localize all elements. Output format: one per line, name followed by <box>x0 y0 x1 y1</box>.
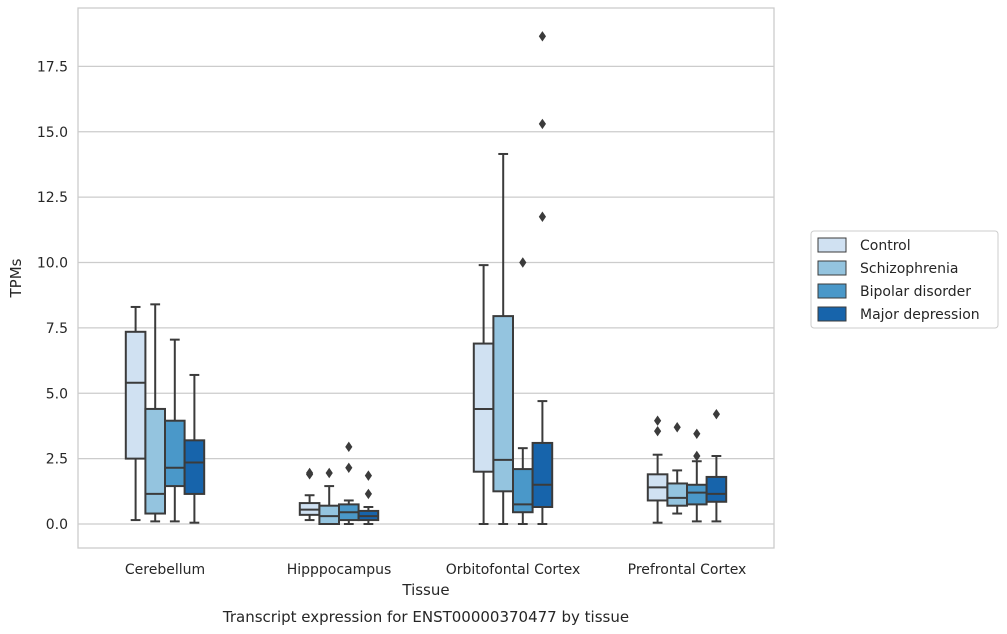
box-body <box>144 407 166 515</box>
box-schizophrenia <box>492 152 514 525</box>
box-body <box>705 475 728 503</box>
box-body <box>472 342 495 473</box>
legend-swatch <box>817 283 847 299</box>
outlier-point <box>538 31 546 42</box>
box-body <box>531 441 554 509</box>
box-body <box>666 482 689 507</box>
box-major-depression <box>183 373 206 524</box>
box-schizophrenia <box>318 467 340 526</box>
box-control <box>124 305 147 522</box>
box-body <box>164 419 186 488</box>
outlier-point <box>693 428 701 439</box>
box-major-depression <box>705 408 728 523</box>
chart-caption: Transcript expression for ENST0000037047… <box>222 608 629 626</box>
plot-area-frame <box>77 7 775 549</box>
y-tick-label: 15.0 <box>37 125 68 141</box>
y-tick-label: 2.5 <box>46 452 68 468</box>
box-bipolar-disorder <box>338 441 360 525</box>
legend-swatch <box>817 237 847 253</box>
legend-label: Bipolar disorder <box>860 284 971 300</box>
x-tick-label: Cerebellum <box>125 562 205 578</box>
box-body <box>686 483 708 506</box>
legend-label: Major depression <box>860 307 980 323</box>
box-major-depression <box>531 31 554 525</box>
outlier-point <box>519 257 527 268</box>
outlier-point <box>345 441 353 453</box>
outlier-point <box>345 462 353 473</box>
box-control <box>646 415 669 524</box>
box-body <box>512 468 534 514</box>
legend-swatch <box>817 260 847 276</box>
box-major-depression <box>357 470 380 525</box>
legend-swatch <box>817 306 847 322</box>
box-schizophrenia <box>666 422 689 515</box>
x-axis-ticks: Cerebellum Hipppocampus Orbitofontal Corte… <box>125 562 746 578</box>
box-series <box>124 31 728 526</box>
outlier-point <box>538 211 546 222</box>
box-bipolar-disorder <box>512 257 534 525</box>
legend-frame <box>810 230 999 329</box>
box-body <box>124 330 147 460</box>
outlier-point <box>693 450 701 462</box>
y-tick-label: 12.5 <box>37 190 68 206</box>
box-body <box>318 504 340 526</box>
y-axis-ticks: 0.0 2.5 5.0 7.5 10.0 12.5 15.0 17.5 <box>37 59 68 533</box>
y-axis-label: TPMs <box>7 258 25 298</box>
box-body <box>492 315 514 493</box>
y-tick-label: 7.5 <box>46 321 68 337</box>
legend: Control Schizophrenia Bipolar disorder Majo… <box>810 230 999 329</box>
box-schizophrenia <box>144 303 166 523</box>
outlier-point <box>654 425 662 437</box>
legend-label: Schizophrenia <box>860 261 958 277</box>
box-bipolar-disorder <box>164 338 186 523</box>
box-bipolar-disorder <box>686 428 708 523</box>
outlier-point <box>654 415 662 426</box>
y-tick-label: 0.0 <box>46 517 68 533</box>
x-tick-label: Prefrontal Cortex <box>628 562 747 578</box>
x-tick-label: Orbitofontal Cortex <box>446 562 581 578</box>
y-tick-label: 17.5 <box>37 59 68 75</box>
box-body <box>183 439 206 495</box>
outlier-point <box>364 488 372 500</box>
outlier-point <box>538 118 546 130</box>
x-axis-label: Tissue <box>401 581 449 599</box>
outlier-point <box>325 467 333 479</box>
outlier-point <box>712 408 720 420</box>
y-tick-label: 10.0 <box>37 256 68 272</box>
outlier-point <box>673 422 681 433</box>
outlier-point <box>364 470 372 481</box>
legend-label: Control <box>860 238 911 254</box>
box-control <box>472 264 495 525</box>
y-tick-label: 5.0 <box>46 386 68 402</box>
outlier-point <box>306 467 314 479</box>
box-control <box>298 467 321 522</box>
x-tick-label: Hipppocampus <box>287 562 392 578</box>
